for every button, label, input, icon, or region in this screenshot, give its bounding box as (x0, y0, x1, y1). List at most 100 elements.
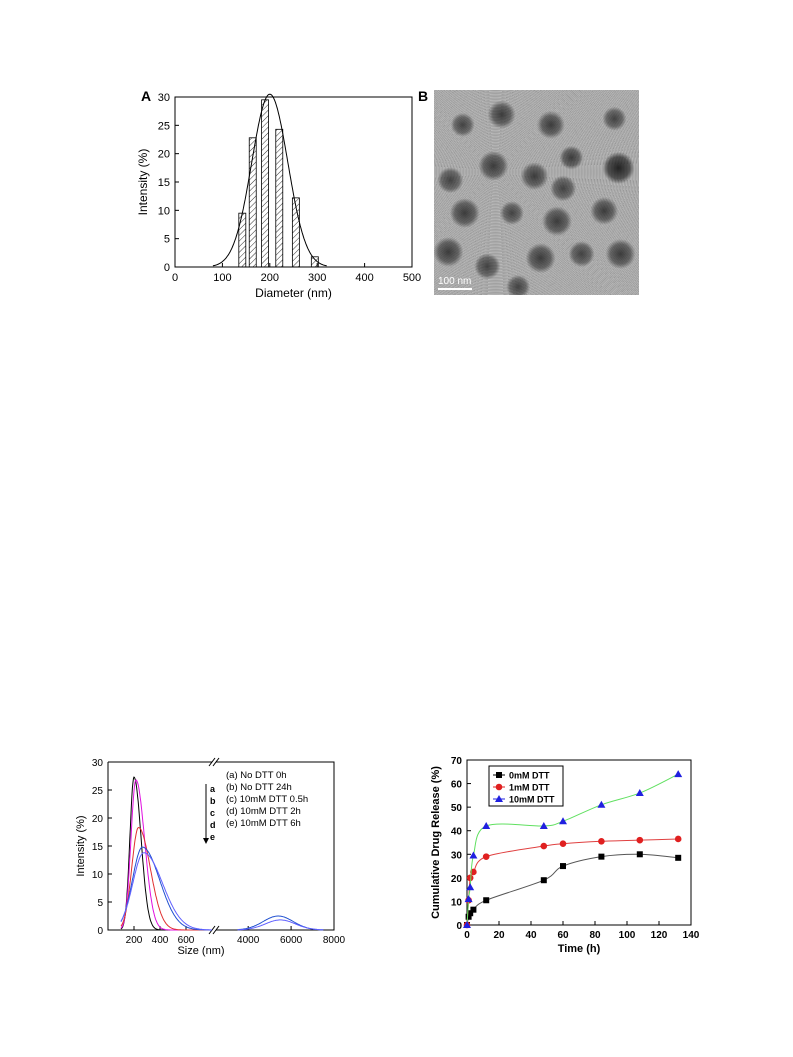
histogram-chart: 0 100 200 300 400 500 0 5 10 15 20 25 30 Diameter (nm… (136, 92, 421, 300)
size-distribution-chart: 200 400 600 4000 6000 8000 0 5 10 15 20 25 30 (a) No … (75, 757, 346, 957)
y-tick-label: 25 (158, 120, 170, 132)
legend-entry: 1mM DTT (509, 783, 550, 793)
x-tick-label: 6000 (280, 935, 303, 946)
scale-bar (438, 288, 472, 290)
drug-release-chart: 0 20 40 60 80 100 120 140 0 10 20 30 40 50 60 70 0mM DTT… (430, 756, 700, 955)
panel-label-b: B (418, 88, 429, 104)
x-tick-label: 600 (178, 935, 195, 946)
marker-triangle (469, 851, 478, 859)
x-axis-label: Size (nm) (177, 945, 224, 957)
x-tick-label: 60 (557, 930, 569, 941)
y-tick-label: 25 (92, 786, 104, 797)
x-tick-label: 300 (308, 272, 326, 284)
y-tick-label: 5 (164, 234, 170, 246)
trend-arrow-head (203, 838, 209, 844)
y-axis-label: Intensity (%) (136, 149, 150, 216)
tem-micrograph-image (434, 90, 639, 295)
histogram-bar (248, 137, 257, 268)
y-tick-label: 30 (92, 758, 104, 769)
y-tick-label: 5 (97, 898, 103, 909)
series-line-main (120, 779, 212, 931)
x-tick-label: 0 (464, 930, 470, 941)
marker-square (496, 772, 502, 778)
legend-entry: (e) 10mM DTT 6h (226, 818, 301, 829)
marker-triangle (559, 817, 567, 825)
x-tick-label: 0 (172, 272, 178, 284)
series-line-main (120, 846, 212, 931)
arrow-letter: d (210, 820, 216, 830)
y-tick-label: 15 (158, 177, 170, 189)
chart-panel-c: 200 400 600 4000 6000 8000 0 5 10 15 20 25 30 (a) No … (70, 752, 360, 967)
legend-entry: 0mM DTT (509, 771, 550, 781)
marker-square (483, 897, 490, 904)
x-tick-label: 40 (525, 930, 537, 941)
y-tick-label: 0 (97, 926, 103, 937)
axis-bottom-right-2 (216, 761, 335, 931)
marker-square (636, 851, 643, 858)
marker-circle (540, 842, 548, 850)
y-axis-label: Intensity (%) (75, 815, 87, 876)
y-tick-label: 10 (451, 897, 463, 908)
x-tick-label: 200 (261, 272, 279, 284)
y-tick-label: 20 (92, 814, 104, 825)
marker-square (467, 910, 474, 917)
y-tick-label: 20 (451, 874, 463, 885)
y-tick-label: 40 (451, 827, 463, 838)
x-tick-label: 8000 (323, 935, 346, 946)
legend-entry: 10mM DTT (509, 795, 555, 805)
marker-circle (559, 840, 567, 847)
series-line-secondary (237, 915, 324, 931)
marker-triangle (463, 921, 471, 928)
axis-break-mark (212, 925, 220, 935)
y-tick-label: 15 (92, 842, 104, 853)
series-fit-line (466, 773, 679, 926)
marker-triangle (597, 800, 606, 808)
marker-circle (482, 853, 490, 860)
series-fit-line (466, 853, 679, 926)
x-tick-label: 500 (403, 272, 421, 284)
marker-triangle (674, 770, 683, 778)
series-line-main (120, 852, 212, 931)
marker-circle (466, 874, 474, 882)
scale-bar-label: 100 nm (438, 276, 472, 287)
y-tick-label: 30 (451, 850, 463, 861)
arrow-letter: e (210, 832, 215, 842)
y-tick-label: 50 (451, 803, 463, 814)
x-tick-label: 100 (213, 272, 231, 284)
y-tick-label: 70 (451, 756, 463, 767)
axis-break-mark (212, 757, 220, 767)
legend-entry: (a) No DTT 0h (226, 770, 287, 781)
legend-entry: (b) No DTT 24h (226, 782, 292, 793)
arrow-letter: a (210, 784, 216, 794)
x-tick-label: 20 (493, 930, 505, 941)
y-tick-label: 0 (456, 921, 462, 932)
x-axis-label: Time (h) (558, 943, 601, 955)
series-line-main (120, 826, 212, 931)
legend-entry: (d) 10mM DTT 2h (226, 806, 301, 817)
histogram-bar (238, 212, 247, 268)
marker-circle (598, 838, 605, 845)
y-tick-label: 20 (158, 149, 170, 161)
marker-triangle (464, 895, 473, 903)
marker-square (598, 853, 605, 860)
y-tick-label: 10 (158, 205, 170, 217)
axis-left-bottom-1 (107, 762, 212, 931)
plot-frame (466, 759, 692, 926)
y-tick-label: 0 (164, 262, 170, 274)
x-tick-label: 100 (619, 930, 636, 941)
gaussian-fit-line (212, 93, 327, 267)
marker-triangle (635, 789, 644, 796)
arrow-letter: b (210, 796, 216, 806)
chart-panel-a: 0 100 200 300 400 500 0 5 10 15 20 25 30 Diameter (nm… (130, 84, 430, 309)
y-tick-label: 10 (92, 870, 104, 881)
y-tick-label: 30 (158, 92, 170, 104)
y-axis-label: Cumulative Drug Release (%) (430, 766, 442, 919)
chart-panel-d: 0 20 40 60 80 100 120 140 0 10 20 30 40 50 60 70 0mM DTT… (425, 752, 715, 982)
histogram-bar (261, 99, 269, 268)
x-tick-label: 200 (126, 935, 143, 946)
marker-square (470, 906, 477, 913)
marker-circle (674, 835, 682, 843)
marker-triangle (466, 883, 475, 891)
marker-triangle (539, 822, 548, 829)
series-line-main (120, 776, 212, 931)
